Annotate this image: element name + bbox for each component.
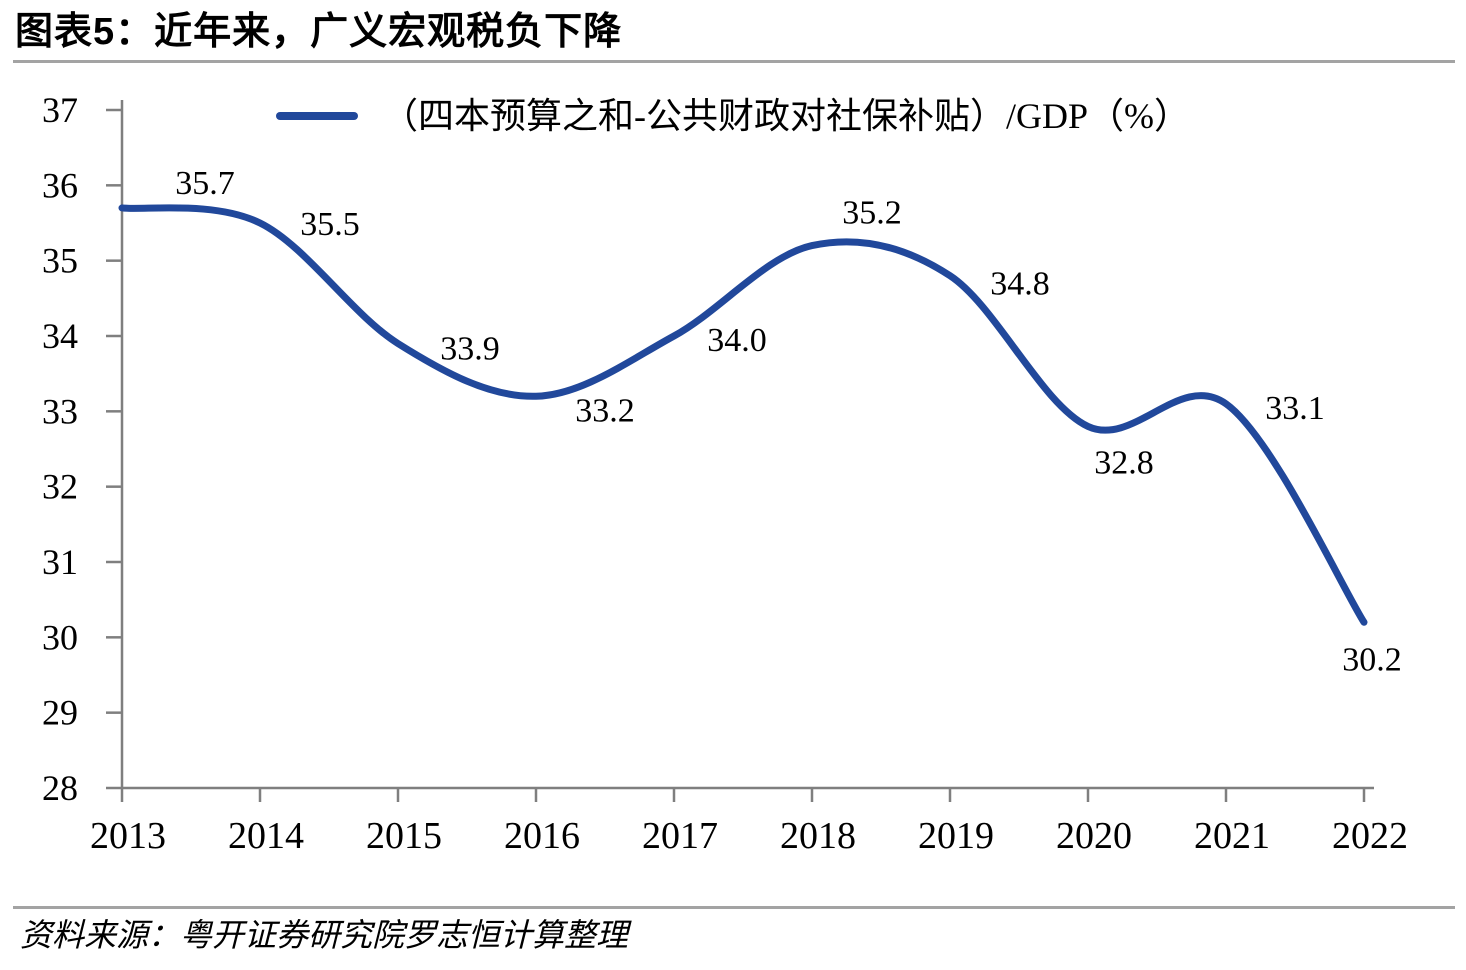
x-tick-label: 2013 <box>90 815 166 857</box>
y-tick-label: 31 <box>42 542 78 582</box>
line-chart: 37 36 35 34 33 32 31 30 29 28 2013 2014 2015 2016 2017… <box>42 90 1408 857</box>
title-divider <box>13 60 1455 63</box>
data-labels: 35.7 35.5 33.9 33.2 34.0 35.2 34.8 32.8 33.1 30.2 <box>175 165 1402 678</box>
x-tick-label: 2020 <box>1056 815 1132 857</box>
data-label: 30.2 <box>1342 641 1402 678</box>
y-tick-label: 35 <box>42 241 78 281</box>
data-label: 33.2 <box>575 392 635 429</box>
x-tick-label: 2015 <box>366 815 442 857</box>
axes <box>106 100 1374 802</box>
source-note: 资料来源：粤开证券研究院罗志恒计算整理 <box>20 917 629 953</box>
y-tick-label: 33 <box>42 391 78 431</box>
data-label: 32.8 <box>1094 444 1154 481</box>
y-axis-labels: 37 36 35 34 33 32 31 30 29 28 <box>42 90 78 808</box>
x-tick-label: 2016 <box>504 815 580 857</box>
x-tick-label: 2018 <box>780 815 856 857</box>
y-tick-label: 37 <box>42 90 78 130</box>
y-tick-label: 28 <box>42 768 78 808</box>
data-label: 35.7 <box>175 165 235 202</box>
data-label: 35.2 <box>842 195 902 232</box>
data-label: 34.8 <box>990 266 1050 303</box>
x-axis-labels: 2013 2014 2015 2016 2017 2018 2019 2020 2021 2022 <box>90 815 1408 857</box>
y-tick-label: 30 <box>42 617 78 657</box>
data-label: 35.5 <box>300 206 360 243</box>
x-tick-label: 2019 <box>918 815 994 857</box>
figure-title: 图表5：近年来，广义宏观税负下降 <box>15 11 623 53</box>
y-tick-label: 34 <box>42 316 78 356</box>
x-tick-label: 2022 <box>1332 815 1408 857</box>
data-label: 33.9 <box>440 331 500 368</box>
y-tick-label: 36 <box>42 165 78 205</box>
series-line <box>118 204 1368 626</box>
x-tick-label: 2014 <box>228 815 304 857</box>
footer-divider <box>13 906 1455 909</box>
x-tick-label: 2017 <box>642 815 718 857</box>
x-tick-label: 2021 <box>1194 815 1270 857</box>
data-label: 33.1 <box>1265 390 1325 427</box>
data-label: 34.0 <box>707 322 767 359</box>
y-tick-label: 29 <box>42 693 78 733</box>
y-tick-label: 32 <box>42 467 78 507</box>
